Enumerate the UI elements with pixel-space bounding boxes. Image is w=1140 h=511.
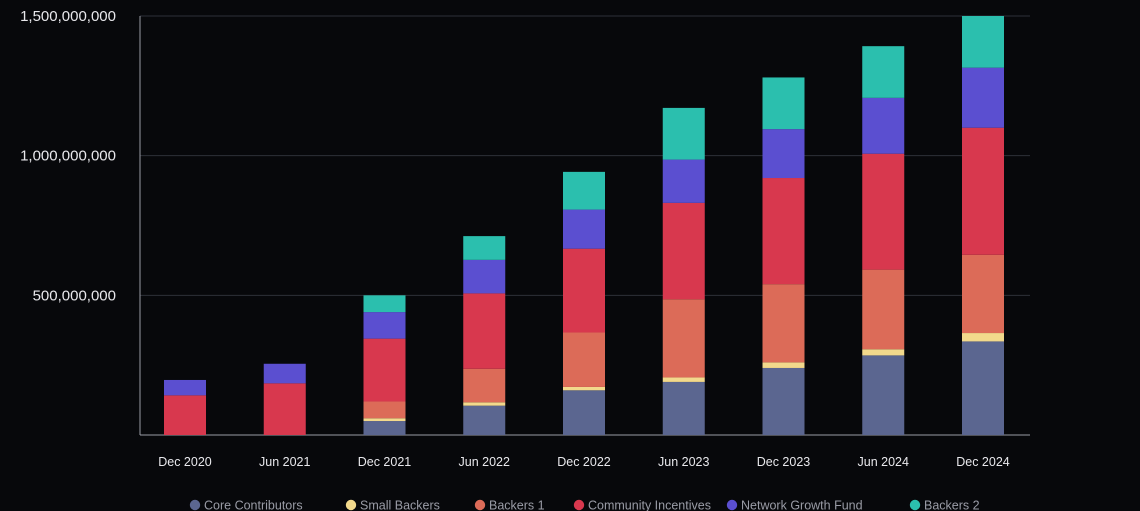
bar-segment [563,171,605,210]
bar-segment [463,405,506,435]
legend-label: Backers 1 [489,499,545,511]
bar-segment [363,421,406,435]
bar-segment [563,390,605,435]
legend-item: Core Contributors [189,499,303,511]
bar-segment [662,107,705,160]
bar-segment [762,178,805,285]
legend-item: Community Incentives [573,499,711,511]
bar-stack [164,379,206,435]
legend-label: Community Incentives [588,499,711,511]
bar-segment [862,355,905,435]
bar-segment [662,299,705,378]
y-axis-tick-labels: 500,000,000 1,000,000,000 1,500,000,000 [20,8,116,304]
bar-stack [363,295,406,435]
bar-segment [762,362,805,368]
x-tick-label: Jun 2021 [259,455,310,469]
legend-label: Backers 2 [924,499,980,511]
bars [164,16,1004,435]
bar-segment [662,377,705,382]
bar-segment [862,269,905,350]
bar-segment [662,381,705,435]
bar-segment [463,259,506,294]
bar-segment [463,402,506,406]
legend-label: Small Backers [360,499,440,511]
bar-segment [463,293,506,369]
bar-segment [363,338,406,402]
bar-stack [263,363,306,435]
legend-label: Core Contributors [204,499,303,511]
bar-segment [962,127,1004,255]
x-tick-label: Dec 2021 [358,455,412,469]
y-tick-label: 500,000,000 [33,287,116,304]
bar-segment [862,153,905,270]
bar-segment [263,363,306,384]
bar-stack [563,171,605,435]
bar-segment [662,202,705,300]
legend-swatch [909,499,921,511]
bar-stack [762,77,805,435]
bar-segment [762,367,805,435]
bar-segment [862,349,905,356]
bar-segment [962,16,1004,68]
bar-segment [164,379,206,396]
legend-item: Network Growth Fund [726,499,863,511]
bar-segment [962,67,1004,128]
bar-segment [363,295,406,313]
x-tick-label: Dec 2020 [158,455,212,469]
bar-segment [962,341,1004,435]
bar-segment [363,312,406,339]
x-axis-tick-labels: Dec 2020 Jun 2021 Dec 2021 Jun 2022 Dec 2022… [158,455,1010,469]
legend-swatch [726,499,738,511]
legend: Core Contributors Small Backers Backers 1 C… [189,499,980,511]
legend-item: Backers 2 [909,499,980,511]
legend-swatch [573,499,585,511]
x-tick-label: Dec 2022 [557,455,611,469]
bar-segment [563,209,605,249]
x-tick-label: Dec 2024 [956,455,1010,469]
bar-segment [563,332,605,387]
legend-item: Backers 1 [474,499,545,511]
legend-swatch [189,499,201,511]
legend-swatch [474,499,486,511]
bar-segment [762,77,805,130]
bar-segment [662,159,705,203]
x-tick-label: Jun 2023 [658,455,709,469]
bar-stack [962,16,1004,435]
bar-segment [962,254,1004,334]
bar-segment [862,46,905,98]
y-tick-label: 1,500,000,000 [20,8,116,25]
bar-segment [862,97,905,154]
x-tick-label: Dec 2023 [757,455,811,469]
bar-stack [862,46,905,435]
bar-segment [563,386,605,391]
bar-segment [363,401,406,419]
bar-segment [363,418,406,422]
bar-stack [463,236,506,435]
x-tick-label: Jun 2024 [858,455,909,469]
bar-segment [563,248,605,333]
bar-segment [962,333,1004,342]
bar-segment [263,383,306,435]
bar-segment [463,368,506,403]
bar-segment [762,129,805,179]
legend-swatch [345,499,357,511]
bar-segment [463,236,506,260]
y-tick-label: 1,000,000,000 [20,148,116,165]
bar-segment [164,395,206,435]
legend-item: Small Backers [345,499,440,511]
x-tick-label: Jun 2022 [459,455,510,469]
bar-stack [662,107,705,435]
legend-label: Network Growth Fund [741,499,863,511]
bar-segment [762,284,805,363]
